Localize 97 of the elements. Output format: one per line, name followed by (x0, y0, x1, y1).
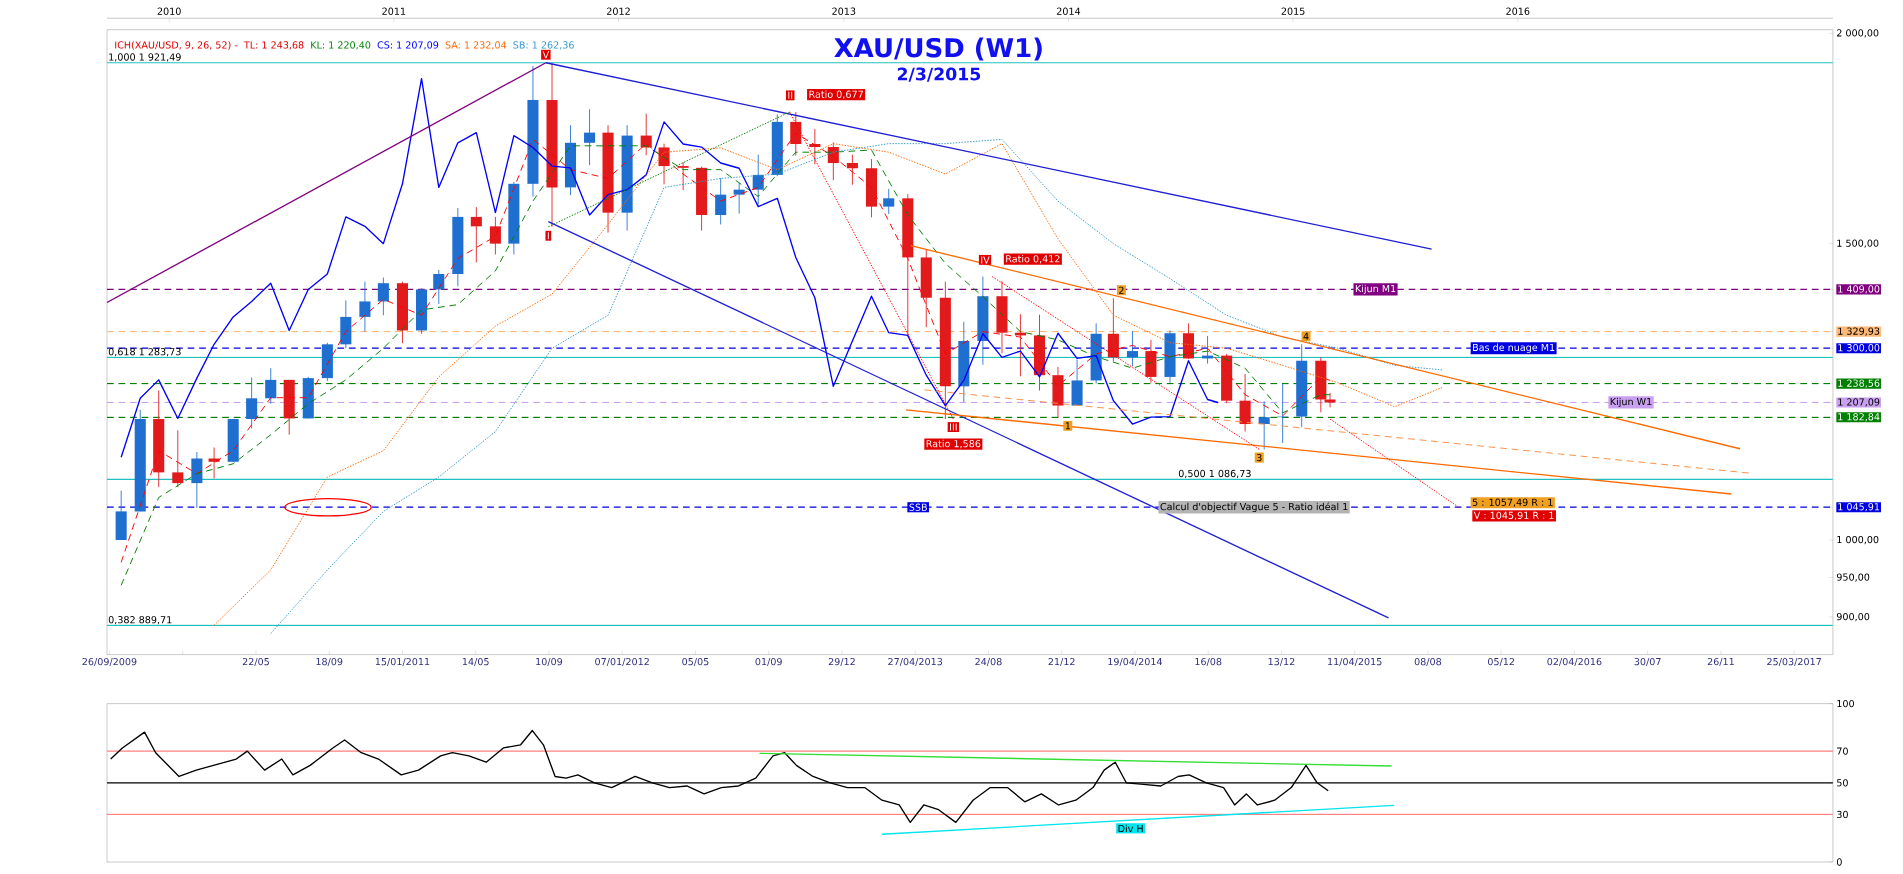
ref-line-label: Bas de nuage M1 (1473, 343, 1555, 354)
candlestick (733, 182, 745, 215)
y-tick-label: 1 045,91 (1838, 503, 1880, 512)
y-tick-label: 70 (1837, 747, 1848, 755)
x-tick-label: 19/04/2014 (1108, 658, 1163, 667)
x2-tick-label: 2011 (382, 7, 406, 16)
annotation: IV (981, 256, 990, 264)
candlestick (1258, 401, 1270, 451)
candlestick (715, 177, 727, 226)
y-tick-label: 1 500,00 (1837, 239, 1879, 248)
y-tick-label: 30 (1837, 811, 1848, 819)
annotation: I (547, 232, 549, 240)
annotation: 3 (1256, 454, 1262, 462)
y-tick-label: 2 000,00 (1837, 29, 1879, 38)
y-tick-label: 1 000,00 (1837, 536, 1879, 545)
candlestick (470, 206, 482, 264)
ref-line-label: Kijun M1 (1355, 285, 1396, 295)
x-tick-label: 10/09 (536, 658, 563, 667)
x-tick-label: 26/11 (1707, 658, 1734, 667)
annotation: ICH(XAU/USD, 9, 26, 52) - (115, 41, 238, 50)
x-tick-label: 02/04/2016 (1547, 658, 1602, 667)
x-tick-label: 01/09 (755, 658, 782, 667)
x-tick-label: 26/09/2009 (82, 658, 137, 667)
x-tick-label: 05/05 (682, 658, 709, 667)
y-tick-label: 50 (1837, 779, 1848, 787)
ref-line-label: 1,000 1 921,49 (109, 53, 181, 62)
x-tick-label: 05/12 (1487, 658, 1515, 667)
candlestick (172, 430, 184, 488)
candlestick (489, 216, 501, 256)
x2-tick-label: 2014 (1056, 7, 1081, 16)
x-tick-label: 11/04/2015 (1328, 658, 1382, 667)
candlestick (1126, 330, 1138, 368)
x-tick-label: 24/08 (975, 658, 1002, 667)
annotation: V : 1045,91 R : 1 (1473, 511, 1554, 521)
x-tick-label: 07/01/2012 (595, 658, 649, 667)
annotation: CS: 1 207,09 (377, 41, 439, 50)
candlestick (883, 188, 895, 215)
y-tick-label: 950,00 (1836, 573, 1870, 582)
annotation: 5 : 1057,49 R : 1 (1472, 498, 1553, 508)
candlestick (846, 154, 858, 186)
annotation: Ratio 1,586 (926, 440, 981, 449)
ref-line-label: 0,618 1 283,73 (108, 348, 181, 357)
y-tick-label: 1 182,84 (1838, 413, 1880, 422)
annotation: SA: 1 232,04 (445, 41, 507, 50)
annotation: SB: 1 262,36 (513, 41, 574, 50)
x-tick-label: 15/01/2011 (375, 658, 430, 667)
y-tick-label: 1 329,93 (1838, 327, 1880, 336)
x2-tick-label: 2010 (157, 7, 181, 16)
candlestick (377, 277, 389, 316)
y-tick-label: 1 207,09 (1838, 398, 1880, 407)
y-tick-label: 0 (1836, 858, 1842, 866)
annotation: 4 (1303, 333, 1309, 341)
y-tick-label: 900,00 (1836, 613, 1870, 622)
y-tick-label: 1 300,00 (1838, 344, 1880, 353)
ref-line-label: Kijun W1 (1610, 398, 1652, 408)
candlestick (359, 281, 371, 333)
candlestick (1239, 373, 1251, 433)
candlestick (584, 109, 596, 166)
candlestick (433, 269, 445, 305)
x-tick-label: 14/05 (462, 658, 489, 667)
chart-title: XAU/USD (W1) (834, 37, 1042, 61)
annotation: KL: 1 220,40 (311, 41, 371, 50)
annotation: II (788, 92, 793, 100)
annotation: Ratio 0,677 (809, 90, 863, 100)
x2-tick-label: 2015 (1281, 7, 1305, 16)
candlestick (677, 161, 689, 191)
x-tick-label: 08/08 (1414, 658, 1442, 667)
x-tick-label: 27/04/2013 (888, 658, 943, 667)
candlestick (265, 368, 277, 405)
x2-tick-label: 2013 (832, 7, 856, 16)
annotation: TL: 1 243,68 (243, 41, 304, 50)
annotation: 1 (1065, 422, 1070, 430)
x-tick-label: 13/12 (1268, 658, 1295, 667)
ref-line-label: 0,500 1 086,73 (1178, 470, 1251, 479)
annotation: Ratio 0,412 (1006, 255, 1060, 264)
candlestick (246, 377, 258, 430)
y-tick-label: 100 (1837, 700, 1855, 708)
x-tick-label: 21/12 (1048, 658, 1075, 667)
candlestick (1107, 298, 1119, 362)
x-tick-label: 22/05 (242, 658, 269, 667)
y-tick-label: 1 409,00 (1838, 285, 1880, 294)
x-tick-label: 30/07 (1634, 658, 1661, 667)
ref-line-label: SSB (909, 503, 927, 512)
x-tick-label: 18/09 (316, 658, 343, 667)
x-tick-label: 16/08 (1195, 658, 1222, 667)
text: 2/3/2015 (897, 67, 981, 83)
ref-line-label: 0,382 889,71 (108, 616, 172, 625)
x-tick-label: 29/12 (828, 658, 855, 667)
annotation: V (542, 51, 550, 59)
annotation: Div H (1118, 824, 1143, 833)
annotation: 2 (1119, 286, 1124, 295)
y-tick-label: 1 238,56 (1838, 379, 1880, 388)
x2-tick-label: 2016 (1506, 7, 1530, 16)
x-tick-label: 25/03/2017 (1767, 658, 1821, 667)
annotation: Calcul d'objectif Vague 5 - Ratio idéal 1 (1160, 502, 1348, 513)
x2-tick-label: 2012 (607, 7, 630, 16)
annotation: III (950, 423, 957, 431)
